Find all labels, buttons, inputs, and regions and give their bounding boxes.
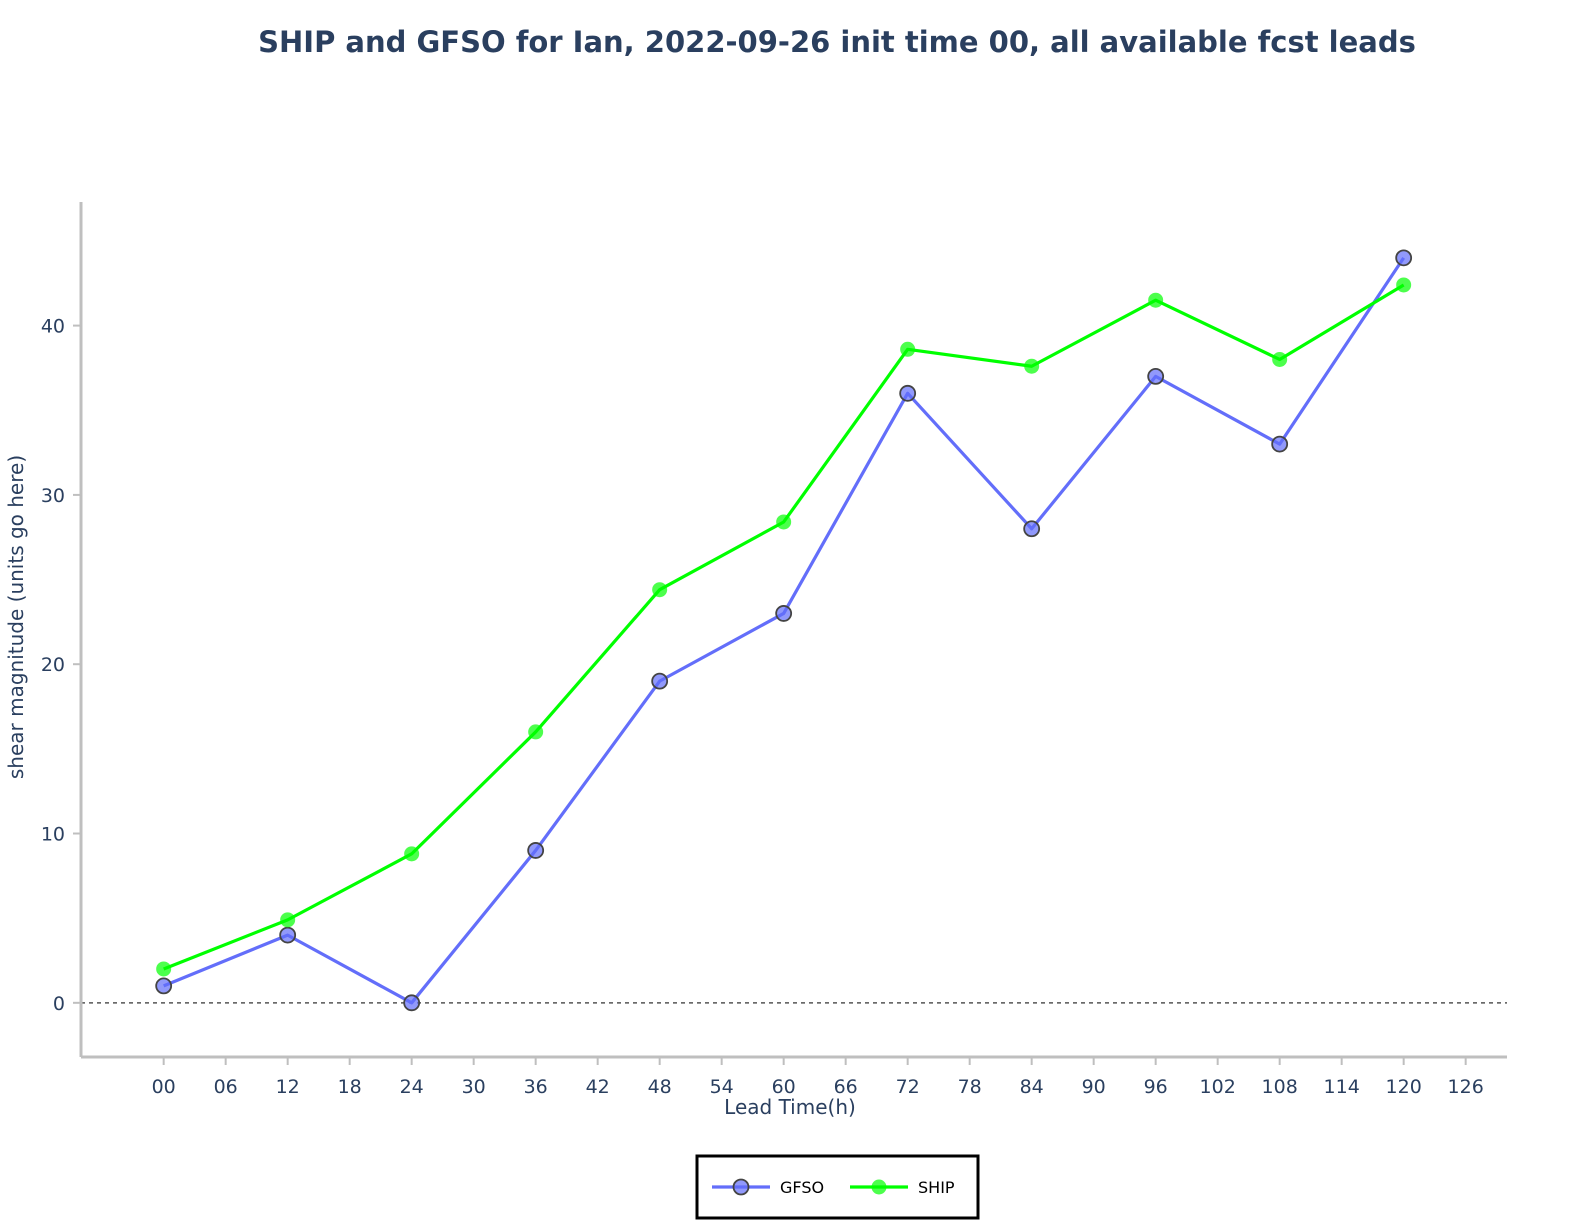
x-tick-label: 78 (958, 1076, 982, 1098)
data-point-gfso (155, 977, 173, 995)
y-tick-label: 20 (41, 654, 65, 676)
x-tick-label: 00 (152, 1076, 176, 1098)
x-tick-label: 126 (1448, 1076, 1484, 1098)
data-point-gfso (1271, 435, 1289, 453)
legend: GFSO SHIP (695, 1154, 980, 1220)
y-axis-ticks: 0 10 20 30 40 (41, 316, 81, 1015)
x-tick-label: 72 (896, 1076, 920, 1098)
x-tick-label: 54 (710, 1076, 734, 1098)
series-line-ship (163, 283, 1405, 971)
data-point-ship (900, 341, 916, 357)
x-tick-label: 36 (524, 1076, 548, 1098)
data-point-ship (404, 846, 420, 862)
x-tick-label: 102 (1200, 1076, 1236, 1098)
x-tick-label: 06 (214, 1076, 238, 1098)
data-point-ship (776, 514, 792, 530)
x-tick-label: 96 (1144, 1076, 1168, 1098)
data-point-gfso (403, 994, 421, 1012)
data-point-gfso (279, 926, 297, 944)
data-point-ship (280, 912, 296, 928)
series-gfso (155, 249, 1413, 1012)
x-tick-label: 84 (1020, 1076, 1044, 1098)
legend-marker-gfso (732, 1178, 750, 1196)
x-tick-label: 120 (1386, 1076, 1422, 1098)
data-point-ship (528, 724, 544, 740)
x-tick-label: 108 (1262, 1076, 1298, 1098)
x-tick-label: 90 (1082, 1076, 1106, 1098)
x-tick-label: 24 (400, 1076, 424, 1098)
y-tick-label: 0 (53, 993, 65, 1015)
x-tick-label: 66 (834, 1076, 858, 1098)
data-point-ship (1396, 277, 1412, 293)
data-point-gfso (1147, 367, 1165, 385)
y-axis-label: shear magnitude (units go here) (4, 455, 28, 779)
data-point-gfso (899, 384, 917, 402)
data-point-ship (1024, 358, 1040, 374)
x-tick-label: 48 (648, 1076, 672, 1098)
x-tick-label: 30 (462, 1076, 486, 1098)
chart-title: SHIP and GFSO for Ian, 2022-09-26 init t… (258, 25, 1416, 59)
x-tick-label: 42 (586, 1076, 610, 1098)
legend-item-gfso[interactable]: GFSO (712, 1178, 824, 1197)
data-point-ship (1272, 351, 1288, 367)
data-point-ship (652, 582, 668, 598)
y-tick-label: 30 (41, 485, 65, 507)
x-tick-label: 12 (276, 1076, 300, 1098)
data-point-ship (156, 961, 172, 977)
legend-marker-ship (871, 1179, 887, 1195)
series-ship (156, 277, 1412, 977)
data-point-gfso (527, 842, 545, 859)
y-tick-label: 10 (41, 824, 65, 846)
data-point-ship (1148, 292, 1164, 308)
x-tick-label: 60 (772, 1076, 796, 1098)
y-tick-label: 40 (41, 316, 65, 338)
legend-item-ship[interactable]: SHIP (850, 1178, 955, 1197)
plot-area: 00 06 12 18 24 30 36 42 48 54 60 66 72 78 84 90 96 102 108… (41, 202, 1507, 1098)
x-tick-label: 18 (338, 1076, 362, 1098)
series-line-gfso (163, 256, 1405, 1005)
x-axis-ticks: 00 06 12 18 24 30 36 42 48 54 60 66 72 78 84 90 96 102 108… (152, 1057, 1484, 1098)
x-axis-label: Lead Time(h) (724, 1095, 856, 1119)
data-point-gfso (1023, 520, 1041, 538)
legend-label-ship: SHIP (918, 1178, 955, 1197)
x-tick-label: 114 (1324, 1076, 1360, 1098)
data-point-gfso (651, 672, 669, 690)
series-layer (155, 249, 1413, 1012)
data-point-gfso (1395, 249, 1413, 267)
legend-label-gfso: GFSO (780, 1178, 824, 1197)
data-point-gfso (775, 605, 793, 622)
